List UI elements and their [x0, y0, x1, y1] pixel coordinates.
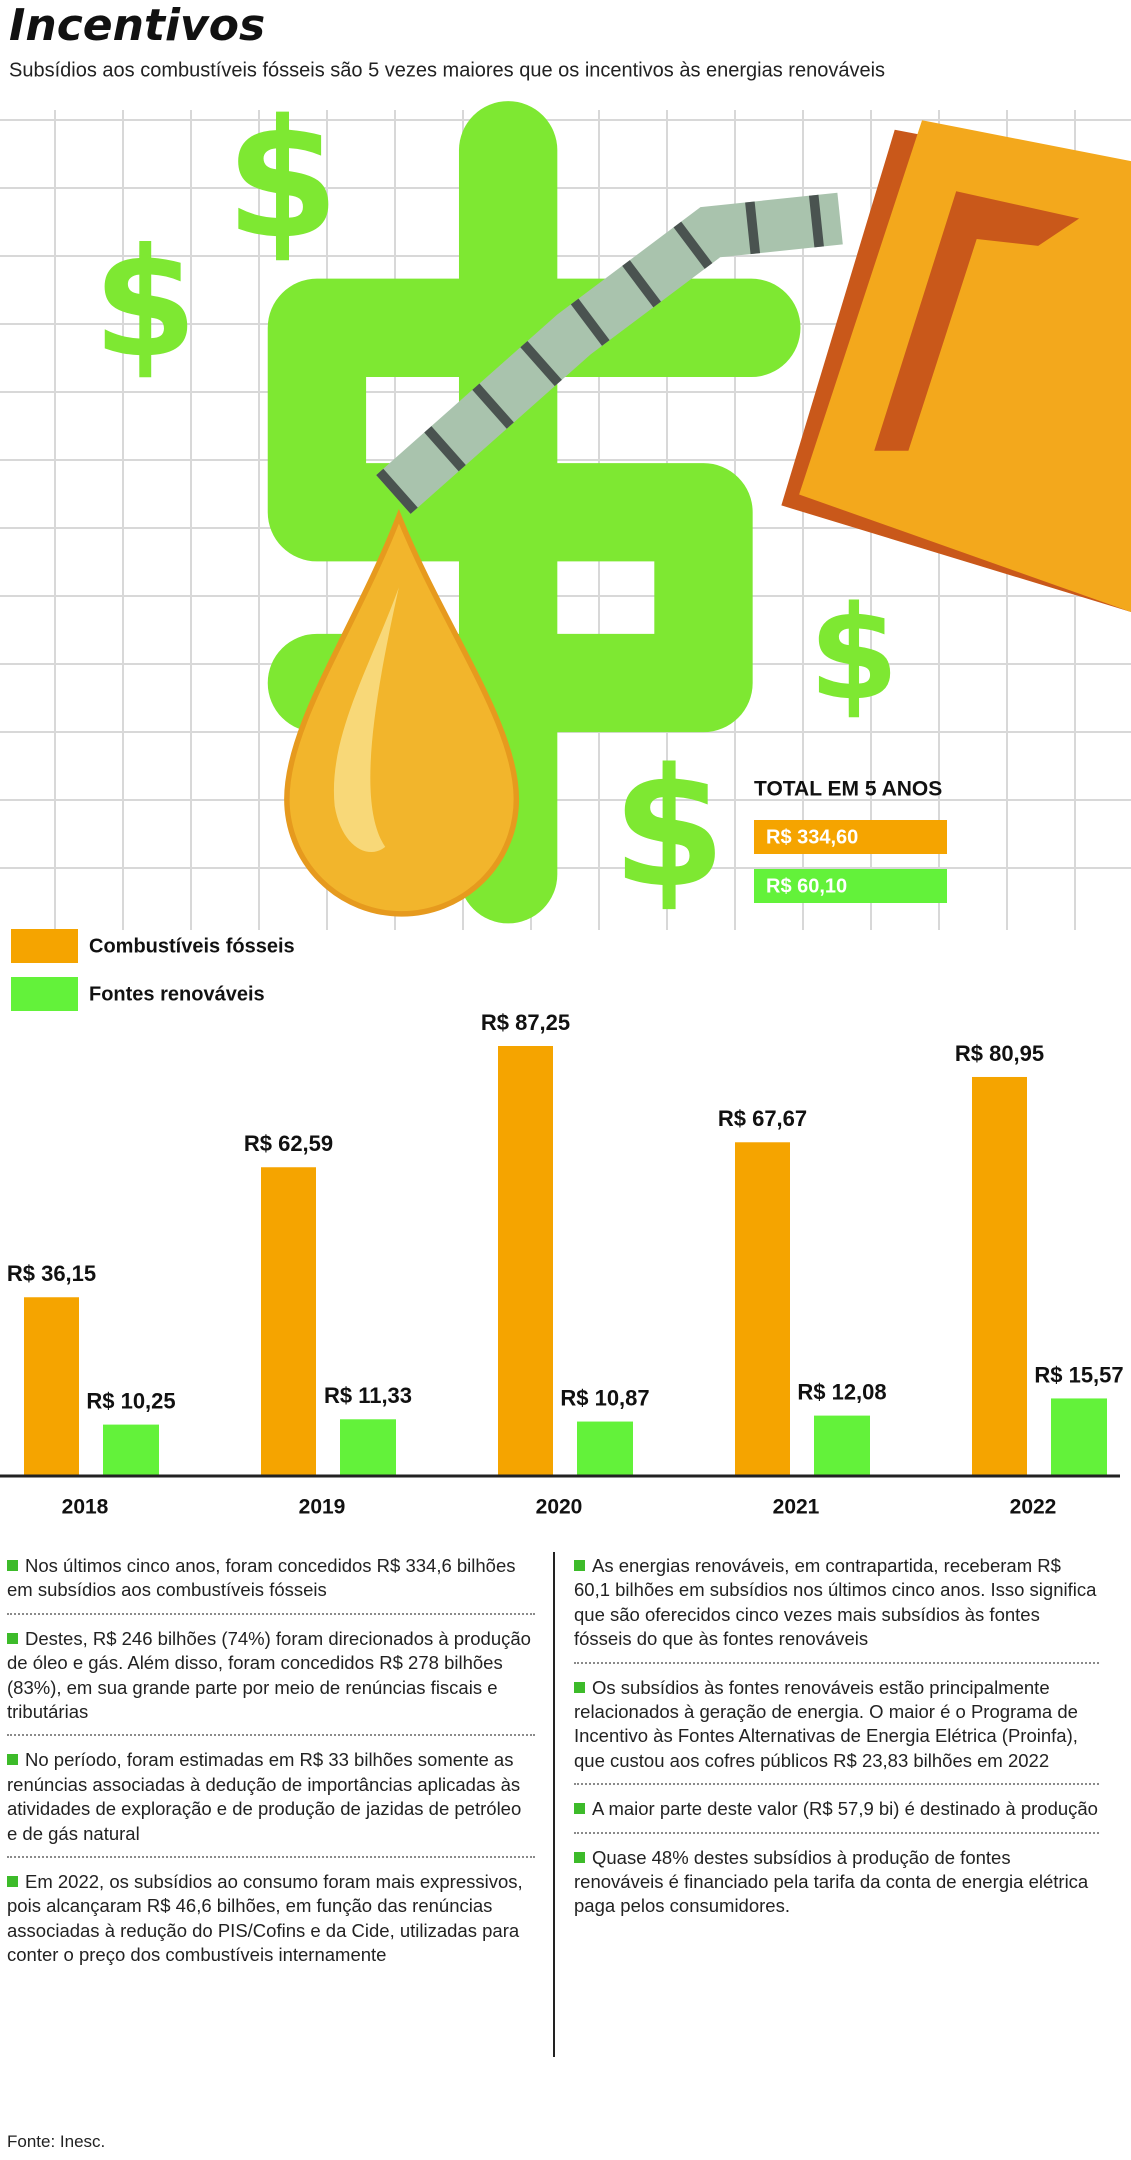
bar: [972, 1076, 1027, 1475]
nozzle-rings: [376, 192, 843, 514]
value-label: R$ 67,67: [718, 1106, 807, 1131]
drop-highlight: [333, 587, 399, 853]
note: No período, foram estimadas em R$ 33 bil…: [7, 1742, 535, 1859]
bar: [814, 1415, 870, 1475]
pump-detail: [874, 191, 1080, 451]
dollar-icon: $: [809, 578, 899, 729]
bar: [1051, 1398, 1107, 1475]
total-label: R$ 60,10: [766, 875, 847, 897]
x-tick-label: 2022: [1010, 1496, 1057, 1519]
value-label: R$ 62,59: [244, 1131, 333, 1156]
dollar-icon: $: [225, 84, 339, 275]
value-label: R$ 87,25: [481, 1010, 570, 1035]
value-label: R$ 10,87: [560, 1385, 649, 1410]
total-box: [754, 869, 947, 903]
column-divider: [553, 1552, 555, 2057]
bar: [498, 1046, 553, 1475]
note: Nos últimos cinco anos, foram concedidos…: [7, 1548, 535, 1615]
illustration: $ $ $ $: [93, 84, 1131, 924]
small-dollars: $ $ $ $: [93, 84, 899, 924]
source: Fonte: Inesc.: [7, 2132, 106, 2151]
x-tick-label: 2020: [536, 1496, 583, 1519]
value-label: R$ 80,95: [955, 1041, 1044, 1066]
note: Em 2022, os subsídios ao consumo foram m…: [7, 1864, 535, 1978]
value-label: R$ 15,57: [1034, 1362, 1123, 1387]
total-box: [754, 820, 947, 854]
notes-left: Nos últimos cinco anos, foram concedidos…: [7, 1548, 535, 1984]
value-label: R$ 10,25: [86, 1388, 175, 1413]
legend-label: Fontes renováveis: [89, 983, 265, 1005]
bar: [261, 1167, 316, 1475]
chart-title: Incentivos: [9, 0, 265, 51]
note: Os subsídios às fontes renováveis estão …: [574, 1670, 1099, 1786]
legend-label: Combustíveis fósseis: [89, 935, 295, 957]
value-label: R$ 12,08: [797, 1379, 886, 1404]
x-tick-label: 2018: [62, 1496, 109, 1519]
dollar-icon: $: [93, 217, 198, 391]
note: As energias renováveis, em contrapartida…: [574, 1548, 1099, 1664]
notes-right: As energias renováveis, em contrapartida…: [574, 1548, 1099, 1935]
bar: [103, 1424, 159, 1475]
totals-title: TOTAL EM 5 ANOS: [754, 778, 942, 801]
legend-swatch: [11, 977, 78, 1011]
x-tick-label: 2019: [299, 1496, 346, 1519]
bar: [24, 1297, 79, 1475]
bar: [577, 1421, 633, 1475]
note: Destes, R$ 246 bilhões (74%) foram direc…: [7, 1621, 535, 1737]
chart-subtitle: Subsídios aos combustíveis fósseis são 5…: [9, 59, 885, 81]
legend-swatch: [11, 929, 78, 963]
x-tick-label: 2021: [773, 1496, 820, 1519]
note: A maior parte deste valor (R$ 57,9 bi) é…: [574, 1791, 1099, 1834]
dollar-icon: $: [612, 733, 726, 924]
bar: [340, 1419, 396, 1475]
note: Quase 48% destes subsídios à produção de…: [574, 1840, 1099, 1929]
bar: [735, 1142, 790, 1475]
chart: $ $ $ $ Incentivos Subsídios aos combust…: [0, 0, 1131, 1519]
value-label: R$ 36,15: [7, 1261, 96, 1286]
value-label: R$ 11,33: [324, 1383, 412, 1408]
total-label: R$ 334,60: [766, 826, 858, 848]
pump-handle: [799, 120, 1131, 612]
